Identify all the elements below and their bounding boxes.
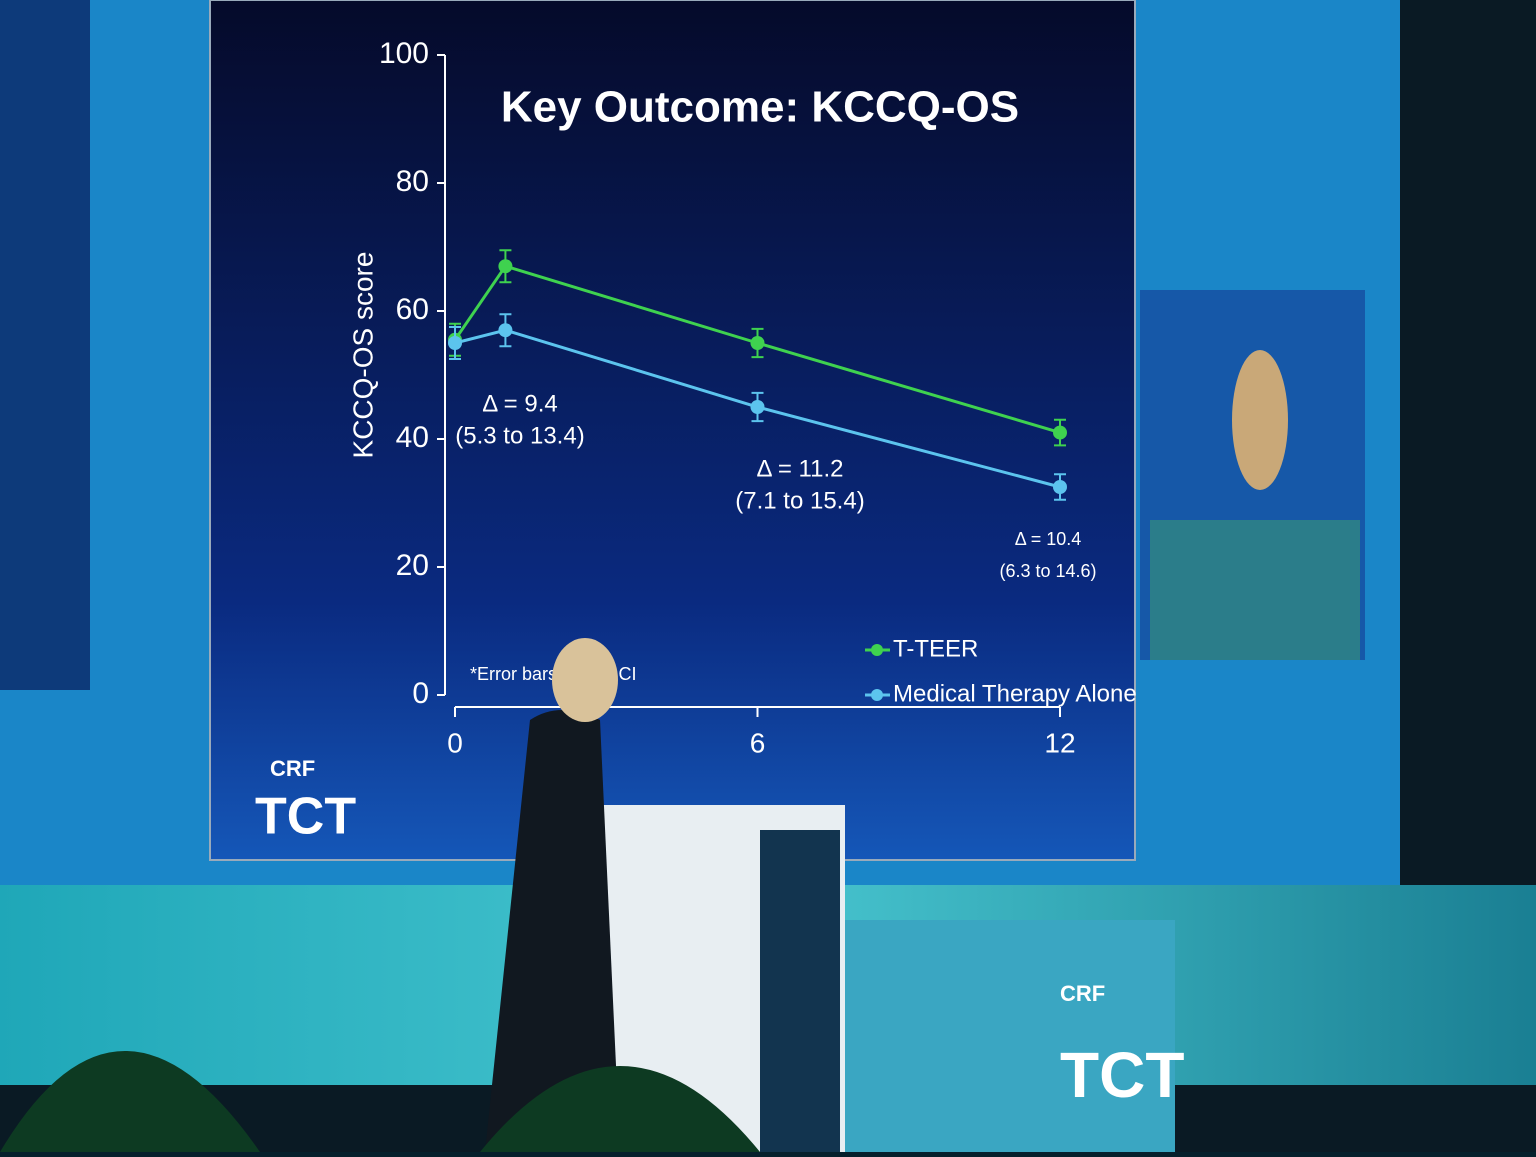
series-line <box>453 264 1061 435</box>
data-point <box>750 336 765 350</box>
side-screen-podium <box>1150 520 1360 660</box>
data-point <box>498 323 513 338</box>
data-point <box>498 259 513 274</box>
series-line <box>454 328 1061 489</box>
chart-title: Key Outcome: KCCQ-OS <box>501 83 1019 132</box>
legend-label: T-TEER <box>893 635 978 662</box>
y-tick-label: 60 <box>396 293 429 326</box>
left-screen <box>0 0 90 690</box>
y-axis-label: KCCQ-OS score <box>347 252 378 459</box>
y-tick-label: 100 <box>379 37 429 70</box>
desk-org-logo: CRF <box>1060 981 1105 1006</box>
y-tick-label: 80 <box>396 165 429 198</box>
delta-label: Δ = 9.4 <box>482 390 557 417</box>
x-tick-label: 12 <box>1044 727 1075 758</box>
legend-marker <box>871 689 883 701</box>
presenter-head <box>552 638 618 722</box>
speaker-video <box>1232 350 1288 490</box>
x-tick-label: 6 <box>750 727 766 758</box>
ci-label: (5.3 to 13.4) <box>455 422 584 449</box>
ci-label: (7.1 to 15.4) <box>735 487 864 514</box>
y-tick-label: 40 <box>396 421 429 454</box>
panel-desk <box>845 920 1175 1152</box>
legend-label: Medical Therapy Alone <box>893 680 1137 707</box>
legend-marker <box>871 644 883 656</box>
plants <box>0 1051 760 1152</box>
data-point <box>1053 480 1067 494</box>
presenter <box>485 710 620 1152</box>
delta-label: Δ = 10.4 <box>1015 529 1082 549</box>
y-tick-label: 0 <box>412 677 429 710</box>
delta-label: Δ = 11.2 <box>757 455 844 482</box>
org-logo: CRF <box>270 756 315 781</box>
data-point <box>750 400 765 414</box>
data-point <box>1053 425 1067 440</box>
podium-panel <box>760 830 840 1152</box>
desk-event-logo: TCT <box>1060 1039 1184 1111</box>
x-tick-label: 0 <box>447 727 463 758</box>
slide <box>209 0 1136 861</box>
data-point <box>448 336 462 350</box>
y-tick-label: 20 <box>396 549 429 582</box>
event-logo: TCT <box>255 788 356 846</box>
ci-label: (6.3 to 14.6) <box>999 561 1096 581</box>
